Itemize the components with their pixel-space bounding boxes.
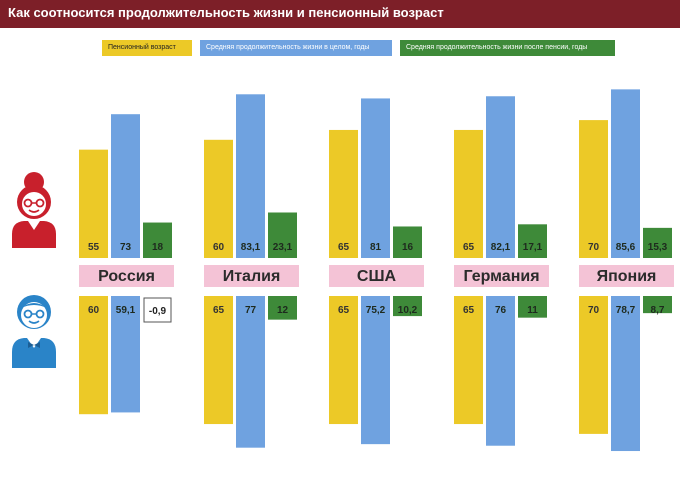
women-value-label: 16 <box>402 242 414 253</box>
women-value-label: 70 <box>588 242 600 253</box>
women-bar-retirement <box>329 129 358 258</box>
men-value-label: -0,9 <box>149 306 167 317</box>
men-value-label: 59,1 <box>116 305 136 316</box>
men-value-label: 65 <box>338 305 350 316</box>
men-bar-retirement <box>79 296 108 415</box>
women-bar-retirement <box>579 120 608 258</box>
men-value-label: 65 <box>213 305 225 316</box>
men-value-label: 8,7 <box>651 305 665 316</box>
men-bar-life-after <box>268 296 297 320</box>
men-bar-life-total <box>611 296 640 452</box>
men-bar-retirement <box>329 296 358 425</box>
men-bar-life-after <box>143 297 172 323</box>
men-bar-life-after <box>643 296 672 314</box>
women-value-label: 65 <box>463 242 475 253</box>
women-value-label: 85,6 <box>616 242 636 253</box>
men-bar-life-total <box>111 296 140 413</box>
men-value-label: 70 <box>588 305 600 316</box>
country-label: Япония <box>597 268 657 285</box>
women-bar-life-after <box>268 212 297 258</box>
country-label-bg <box>79 265 174 287</box>
men-bar-life-total <box>236 296 265 448</box>
women-bar-life-after <box>518 224 547 258</box>
country-label-bg <box>204 265 299 287</box>
women-bar-life-total <box>361 98 390 259</box>
women-bar-life-total <box>111 114 140 258</box>
country-label: Германия <box>463 268 539 285</box>
women-value-label: 15,3 <box>648 242 668 253</box>
legend-retirement-age: Пенсионный возраст <box>102 40 192 56</box>
page-title: Как соотносится продолжительность жизни … <box>8 5 444 20</box>
women-value-label: 81 <box>370 242 382 253</box>
women-bar-retirement <box>204 139 233 258</box>
man-avatar-icon <box>12 295 56 368</box>
country-label-bg <box>454 265 549 287</box>
country-label-bg <box>329 265 424 287</box>
women-bar-life-after <box>143 222 172 258</box>
men-value-label: 12 <box>277 305 289 316</box>
men-value-label: 77 <box>245 305 257 316</box>
women-value-label: 82,1 <box>491 242 511 253</box>
women-bar-life-total <box>236 94 265 258</box>
women-bar-life-total <box>486 96 515 258</box>
women-value-label: 60 <box>213 242 225 253</box>
women-value-label: 55 <box>88 242 100 253</box>
country-label: Россия <box>98 268 155 285</box>
men-value-label: 78,7 <box>616 305 636 316</box>
men-bar-life-total <box>361 296 390 445</box>
legend-life-expectancy-total: Средняя продолжительность жизни в целом,… <box>200 40 392 56</box>
women-value-label: 65 <box>338 242 350 253</box>
women-bar-retirement <box>79 149 108 258</box>
men-bar-retirement <box>579 296 608 434</box>
men-bar-life-total <box>486 296 515 446</box>
men-bar-retirement <box>454 296 483 425</box>
woman-avatar-icon <box>12 172 56 248</box>
men-value-label: 65 <box>463 305 475 316</box>
women-bar-life-total <box>611 89 640 258</box>
country-label-bg <box>579 265 674 287</box>
men-value-label: 10,2 <box>398 305 418 316</box>
legend-life-after-retirement: Средняя продолжительность жизни после пе… <box>400 40 615 56</box>
men-value-label: 76 <box>495 305 507 316</box>
men-value-label: 11 <box>527 305 538 316</box>
women-bar-retirement <box>454 129 483 258</box>
women-bar-life-after <box>393 226 422 258</box>
women-bar-life-after <box>643 227 672 258</box>
women-value-label: 23,1 <box>273 242 293 253</box>
header-bar: Как соотносится продолжительность жизни … <box>0 0 680 28</box>
men-value-label: 60 <box>88 305 100 316</box>
women-value-label: 17,1 <box>523 242 543 253</box>
women-value-label: 83,1 <box>241 242 261 253</box>
men-bar-life-after <box>393 296 422 317</box>
men-bar-life-after <box>518 296 547 318</box>
country-label: США <box>357 268 397 285</box>
men-value-label: 75,2 <box>366 305 386 316</box>
women-value-label: 18 <box>152 242 164 253</box>
country-label: Италия <box>223 268 281 285</box>
women-value-label: 73 <box>120 242 132 253</box>
men-bar-retirement <box>204 296 233 425</box>
